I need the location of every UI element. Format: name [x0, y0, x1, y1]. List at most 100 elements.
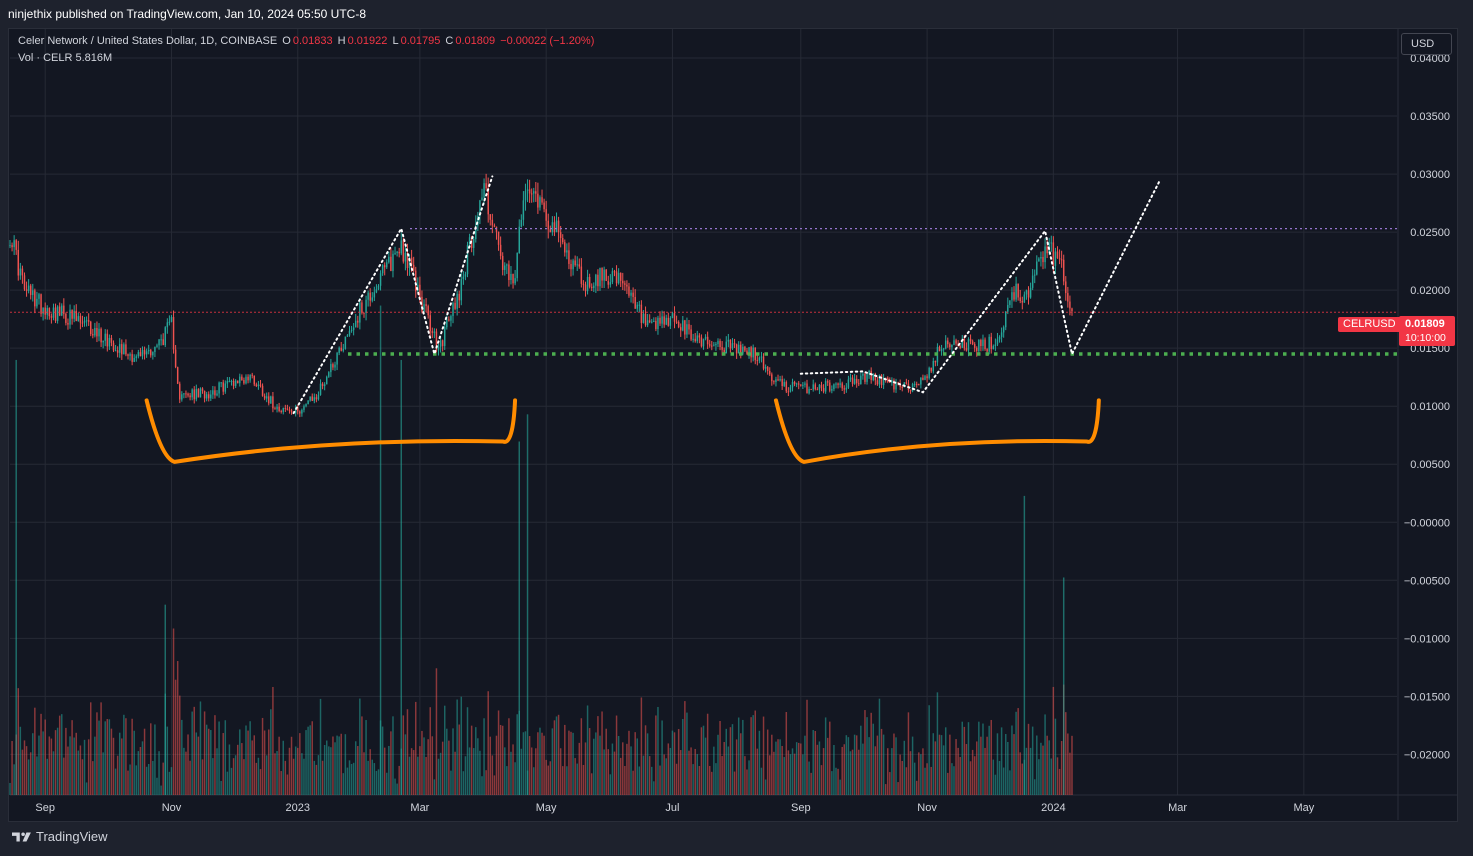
volume-bar[interactable] — [9, 782, 11, 795]
volume-bar[interactable] — [872, 723, 874, 795]
volume-bar[interactable] — [483, 718, 485, 795]
volume-bar[interactable] — [646, 733, 649, 795]
candle-body[interactable] — [791, 381, 794, 388]
candle-body[interactable] — [597, 274, 599, 287]
candle-body[interactable] — [913, 383, 916, 385]
candle-body[interactable] — [926, 376, 928, 379]
candle-body[interactable] — [497, 231, 500, 245]
candle-body[interactable] — [947, 340, 949, 345]
volume-bar[interactable] — [127, 770, 129, 795]
candle-body[interactable] — [116, 350, 119, 353]
volume-bar[interactable] — [85, 782, 88, 795]
volume-bar[interactable] — [868, 737, 870, 795]
candle-body[interactable] — [920, 377, 922, 385]
volume-bar[interactable] — [866, 717, 868, 795]
candle-body[interactable] — [829, 382, 831, 391]
candle-body[interactable] — [317, 394, 320, 400]
candle-body[interactable] — [553, 222, 556, 233]
candle-body[interactable] — [959, 346, 961, 348]
candle-body[interactable] — [717, 340, 719, 345]
volume-bar[interactable] — [719, 720, 721, 795]
candle-body[interactable] — [443, 327, 446, 347]
candle-body[interactable] — [756, 360, 759, 362]
candle-body[interactable] — [876, 380, 879, 385]
candle-body[interactable] — [795, 383, 798, 385]
volume-bar[interactable] — [533, 767, 535, 795]
volume-bar[interactable] — [926, 763, 928, 795]
candle-body[interactable] — [630, 292, 632, 296]
volume-bar[interactable] — [69, 736, 71, 795]
candle-body[interactable] — [696, 335, 699, 342]
volume-bar[interactable] — [843, 744, 846, 795]
candle-body[interactable] — [984, 339, 986, 350]
volume-bar[interactable] — [29, 752, 32, 795]
volume-bar[interactable] — [214, 715, 216, 795]
volume-bar[interactable] — [626, 743, 628, 795]
candle-body[interactable] — [1007, 304, 1009, 312]
candle-body[interactable] — [114, 350, 117, 352]
candle-body[interactable] — [297, 406, 299, 412]
candle-body[interactable] — [1056, 251, 1059, 259]
volume-bar[interactable] — [617, 735, 620, 795]
volume-bar[interactable] — [595, 732, 597, 795]
volume-bar[interactable] — [901, 760, 903, 795]
candle-body[interactable] — [487, 188, 489, 215]
volume-bar[interactable] — [73, 737, 75, 795]
candle-body[interactable] — [858, 383, 860, 385]
candle-body[interactable] — [646, 320, 649, 326]
volume-bar[interactable] — [853, 734, 856, 795]
volume-bar[interactable] — [913, 762, 916, 795]
cup-bracket-annotation[interactable] — [144, 398, 518, 464]
candle-body[interactable] — [806, 383, 808, 394]
volume-bar[interactable] — [325, 740, 328, 795]
candle-body[interactable] — [495, 226, 498, 232]
candle-body[interactable] — [740, 344, 742, 354]
volume-bar[interactable] — [81, 759, 84, 795]
volume-bar[interactable] — [957, 747, 959, 795]
candle-body[interactable] — [880, 374, 883, 386]
candle-body[interactable] — [174, 349, 177, 368]
volume-bar[interactable] — [998, 760, 1001, 795]
volume-bar[interactable] — [706, 713, 709, 795]
candle-body[interactable] — [141, 349, 144, 357]
volume-bar[interactable] — [717, 734, 719, 795]
volume-bar[interactable] — [574, 758, 576, 795]
volume-bar[interactable] — [121, 738, 123, 795]
candle-body[interactable] — [593, 285, 595, 289]
candle-body[interactable] — [303, 406, 305, 410]
candle-body[interactable] — [90, 321, 92, 335]
candle-body[interactable] — [394, 252, 396, 254]
candle-body[interactable] — [483, 183, 485, 198]
volume-bar[interactable] — [860, 725, 862, 795]
candle-body[interactable] — [1002, 327, 1005, 333]
volume-bar[interactable] — [504, 747, 506, 795]
volume-bar[interactable] — [433, 779, 436, 795]
candle-body[interactable] — [81, 322, 84, 324]
volume-bar[interactable] — [166, 726, 169, 795]
volume-bar[interactable] — [1019, 752, 1021, 795]
volume-bar[interactable] — [193, 706, 195, 795]
volume-bar[interactable] — [862, 743, 864, 795]
volume-bar[interactable] — [737, 717, 740, 795]
candle-body[interactable] — [744, 346, 746, 351]
volume-bar[interactable] — [114, 768, 117, 795]
volume-bar[interactable] — [967, 722, 970, 795]
volume-bar[interactable] — [698, 766, 701, 795]
volume-bar[interactable] — [752, 715, 754, 795]
candle-body[interactable] — [176, 367, 179, 384]
candle-body[interactable] — [135, 356, 138, 358]
candle-body[interactable] — [464, 274, 467, 277]
volume-bar[interactable] — [773, 751, 775, 795]
candle-body[interactable] — [71, 309, 73, 319]
candle-body[interactable] — [837, 383, 839, 385]
candle-body[interactable] — [1044, 246, 1046, 263]
candle-body[interactable] — [479, 200, 481, 216]
candle-body[interactable] — [1062, 259, 1065, 282]
volume-bar[interactable] — [688, 750, 690, 795]
volume-bar[interactable] — [367, 760, 369, 795]
volume-bar[interactable] — [371, 759, 374, 795]
candle-body[interactable] — [750, 347, 752, 358]
candle-body[interactable] — [601, 267, 603, 281]
candle-body[interactable] — [603, 269, 605, 281]
volume-bar[interactable] — [282, 740, 284, 795]
